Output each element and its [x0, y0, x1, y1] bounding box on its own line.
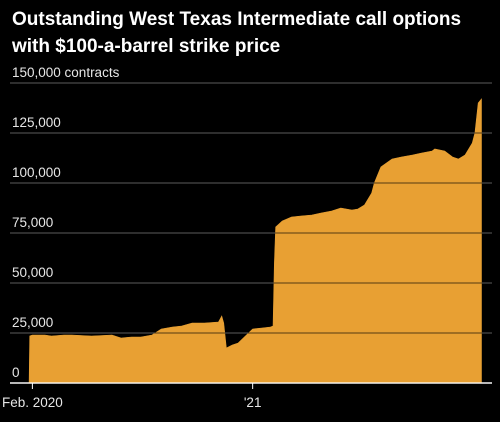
- x-tick-label: Feb. 2020: [2, 395, 63, 410]
- area-series: [28, 98, 482, 384]
- chart-title: Outstanding West Texas Intermediate call…: [12, 9, 462, 57]
- y-tick-label: 75,000: [12, 215, 53, 230]
- y-tick-label: 0: [12, 365, 20, 380]
- y-tick-label: 150,000 contracts: [12, 65, 120, 80]
- y-tick-label: 100,000: [12, 165, 61, 180]
- axis-layer: 0 25,000 50,000 75,000 100,000 125,000 150,000…: [2, 65, 492, 410]
- y-tick-label: 25,000: [12, 315, 53, 330]
- y-tick-label: 50,000: [12, 265, 53, 280]
- y-tick-label: 125,000: [12, 115, 61, 130]
- area-layer: [10, 82, 492, 384]
- x-tick-label: '21: [244, 395, 262, 410]
